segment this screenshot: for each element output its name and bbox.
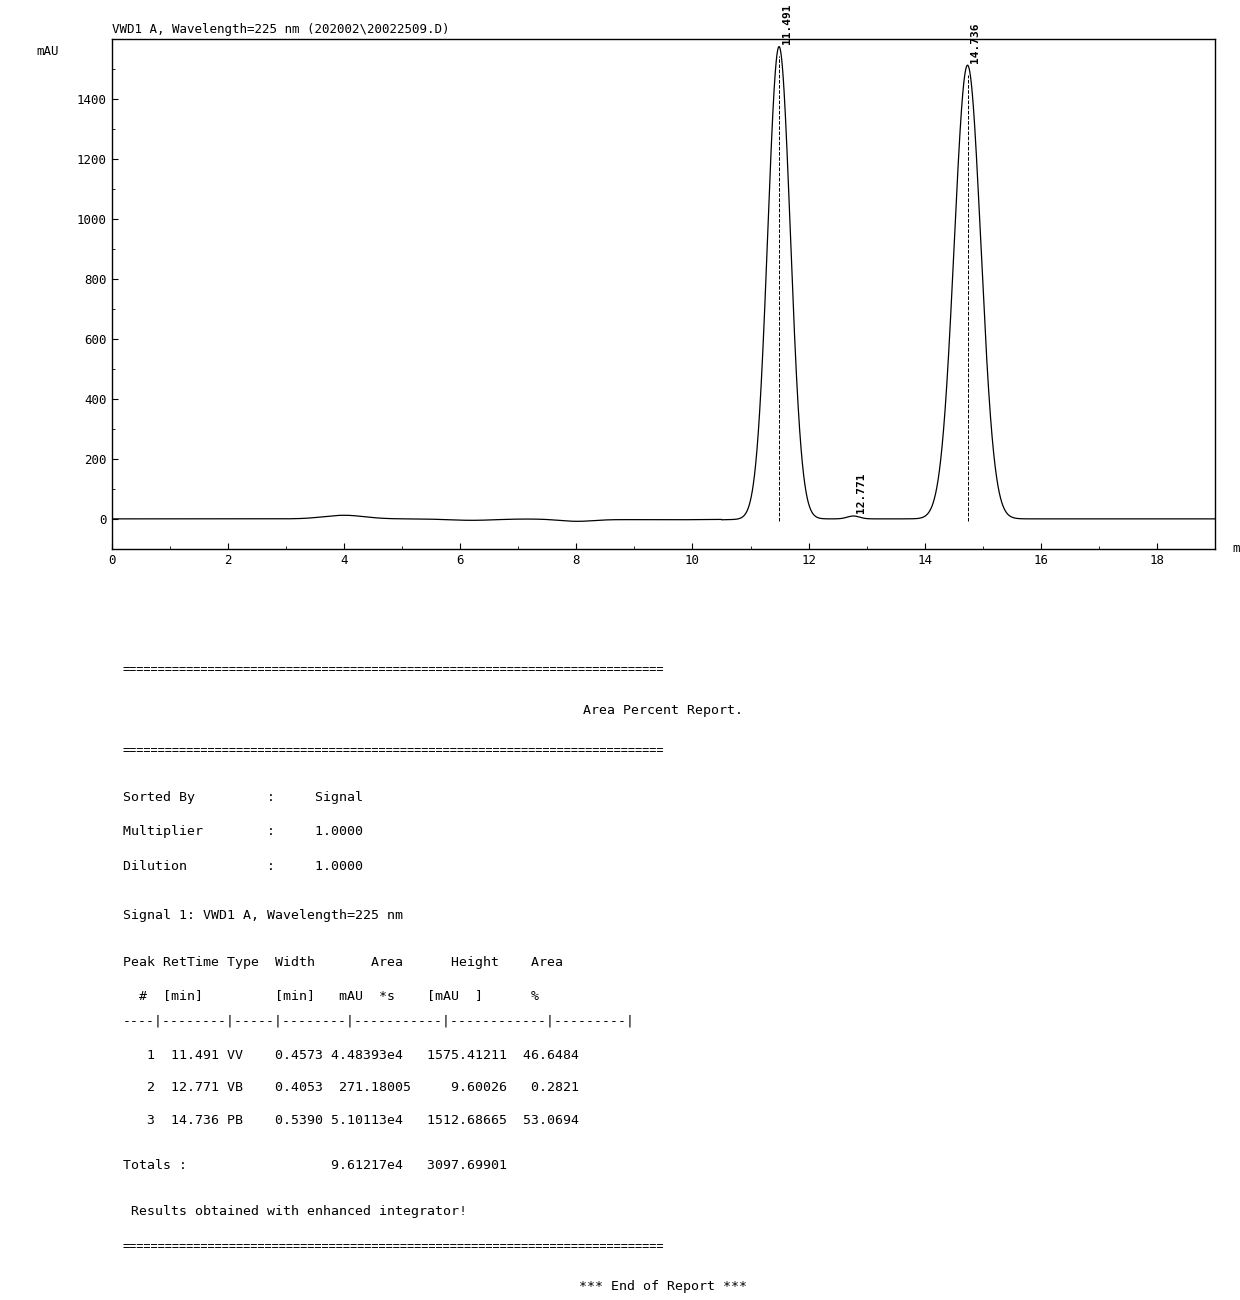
Text: Peak RetTime Type  Width       Area      Height    Area: Peak RetTime Type Width Area Height Area (123, 957, 563, 970)
Text: Sorted By         :     Signal: Sorted By : Signal (123, 790, 362, 803)
Text: VWD1 A, Wavelength=225 nm (202002\20022509.D): VWD1 A, Wavelength=225 nm (202002\200225… (112, 23, 449, 36)
Text: Totals :                  9.61217e4   3097.69901: Totals : 9.61217e4 3097.69901 (123, 1158, 507, 1171)
Text: mAU: mAU (36, 46, 58, 58)
Text: 12.771: 12.771 (857, 473, 867, 514)
Text: 11.491: 11.491 (782, 4, 792, 44)
Text: 14.736: 14.736 (971, 22, 981, 62)
Text: Results obtained with enhanced integrator!: Results obtained with enhanced integrato… (123, 1205, 466, 1218)
Text: 2  12.771 VB    0.4053  271.18005     9.60026   0.2821: 2 12.771 VB 0.4053 271.18005 9.60026 0.2… (123, 1082, 579, 1095)
Text: Multiplier        :     1.0000: Multiplier : 1.0000 (123, 826, 362, 838)
Text: 1  11.491 VV    0.4573 4.48393e4   1575.41211  46.6484: 1 11.491 VV 0.4573 4.48393e4 1575.41211 … (123, 1049, 579, 1062)
Text: ============================================================================: ========================================… (123, 663, 665, 676)
Text: ============================================================================: ========================================… (123, 745, 665, 758)
Text: Dilution          :     1.0000: Dilution : 1.0000 (123, 859, 362, 872)
Text: *** End of Report ***: *** End of Report *** (579, 1280, 748, 1294)
Text: #  [min]         [min]   mAU  *s    [mAU  ]      %: # [min] [min] mAU *s [mAU ] % (123, 988, 538, 1001)
Text: Signal 1: VWD1 A, Wavelength=225 nm: Signal 1: VWD1 A, Wavelength=225 nm (123, 910, 403, 923)
Text: 3  14.736 PB    0.5390 5.10113e4   1512.68665  53.0694: 3 14.736 PB 0.5390 5.10113e4 1512.68665 … (123, 1114, 579, 1127)
Text: Area Percent Report.: Area Percent Report. (583, 703, 744, 716)
Text: min: min (1233, 542, 1240, 555)
Text: ----|--------|-----|--------|-----------|------------|---------|: ----|--------|-----|--------|-----------… (123, 1015, 635, 1028)
Text: ============================================================================: ========================================… (123, 1240, 665, 1253)
